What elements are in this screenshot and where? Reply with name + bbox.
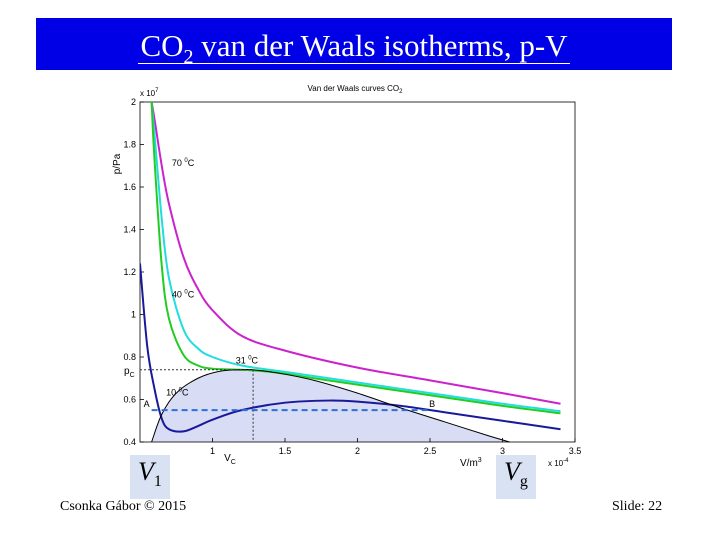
isotherm-label-70c: 70 0C <box>172 158 195 168</box>
y-tick-label: 1.2 <box>123 267 136 277</box>
vg-label: Vg <box>496 455 536 500</box>
x-tick-label: 3 <box>500 446 505 456</box>
slide-title: CO2 van der Waals isotherms, p-V <box>138 28 570 69</box>
x-tick-label: 1 <box>210 446 215 456</box>
y-multiplier: x 107 <box>140 88 159 98</box>
coexistence-boundary <box>151 368 510 443</box>
isotherm-label-40c: 40 0C <box>172 290 195 300</box>
point-label-a: A <box>144 399 150 409</box>
x-multiplier: x 10-4 <box>548 458 569 468</box>
vc-label: VC <box>224 453 236 466</box>
isotherm-40c <box>150 102 561 413</box>
y-tick-label: 0.4 <box>123 437 136 447</box>
x-tick-label: 1.5 <box>279 446 292 456</box>
coexistence-region <box>151 369 510 442</box>
x-axis-label: V/m3 <box>460 457 482 469</box>
y-tick-label: 0.6 <box>123 395 136 405</box>
point-label-b: B <box>429 399 435 409</box>
isotherm-70c <box>150 102 561 405</box>
footer-author: Csonka Gábor © 2015 <box>60 499 187 514</box>
y-tick-label: 2 <box>131 97 136 107</box>
isotherm-layer: 70 0C 40 0C 31 0C 10 0C <box>140 102 561 433</box>
x-tick-label: 2.5 <box>424 446 437 456</box>
y-tick-label: 1 <box>131 310 136 320</box>
vdw-chart: 1 1.5 2 2.5 3 3.5 0.4 0.6 0.8 1 1.2 1.4 1.6 1.8 2 70 0… <box>112 84 581 469</box>
y-tick-label: 1.4 <box>123 225 136 235</box>
pc-label: pC <box>124 366 135 379</box>
isotherm-31c <box>150 102 561 415</box>
isotherm-label-31c: 31 0C <box>236 355 259 365</box>
y-axis-label: p/Pa <box>112 153 123 174</box>
v1-label: V1 <box>130 455 170 500</box>
chart-axes: 1 1.5 2 2.5 3 3.5 0.4 0.6 0.8 1 1.2 1.4 1.6 1.8 2 <box>123 97 581 456</box>
slide-title-bar: CO2 van der Waals isotherms, p-V <box>36 18 672 70</box>
isotherm-10c <box>140 263 561 433</box>
isotherm-label-10c: 10 0C <box>166 387 189 397</box>
y-tick-label: 1.8 <box>123 140 136 150</box>
x-tick-label: 3.5 <box>569 446 582 456</box>
footer-slide-number: Slide: 22 <box>612 499 663 514</box>
y-tick-label: 1.6 <box>123 182 136 192</box>
coexistence-region-layer <box>151 369 510 442</box>
y-tick-label: 0.8 <box>123 352 136 362</box>
chart-title: Van der Waals curves CO2 <box>308 84 404 95</box>
x-tick-label: 2 <box>355 446 360 456</box>
